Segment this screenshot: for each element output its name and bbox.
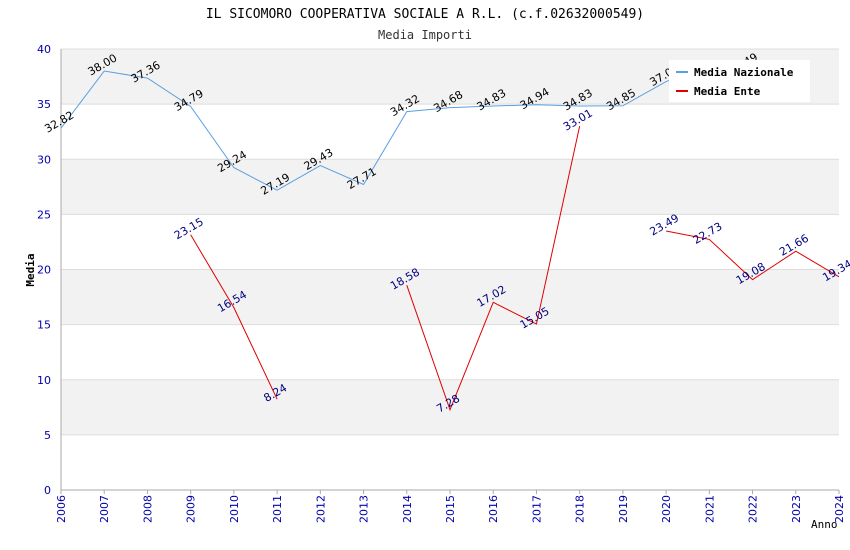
plot-band	[61, 434, 839, 490]
y-tick-label: 30	[37, 153, 51, 166]
x-tick-label: 2024	[833, 495, 846, 523]
y-tick-label: 25	[37, 208, 51, 221]
x-tick-label: 2019	[617, 495, 630, 523]
y-tick-label: 40	[37, 43, 51, 56]
x-tick-label: 2007	[98, 495, 111, 523]
y-axis-label: Media	[24, 253, 37, 286]
chart-subtitle: Media Importi	[378, 28, 472, 42]
y-tick-label: 15	[37, 319, 51, 332]
y-tick-label: 0	[44, 484, 51, 497]
legend-entry: Media Ente	[694, 85, 761, 98]
x-tick-label: 2009	[185, 495, 198, 523]
x-tick-label: 2013	[358, 495, 371, 523]
x-tick-label: 2014	[401, 495, 414, 523]
x-tick-label: 2021	[703, 495, 716, 523]
plot-band	[61, 214, 839, 270]
series-lines	[60, 65, 840, 412]
plot-band	[61, 379, 839, 435]
x-tick-label: 2010	[228, 495, 241, 523]
x-tick-label: 2008	[141, 495, 154, 523]
y-tick-label: 20	[37, 264, 51, 277]
plot-band	[61, 159, 839, 215]
x-tick-label: 2018	[574, 495, 587, 523]
plot-band	[61, 104, 839, 160]
series-line-1	[60, 65, 753, 191]
series-line-2	[666, 230, 840, 281]
x-tick-label: 2006	[55, 495, 68, 523]
x-tick-label: 2022	[747, 495, 760, 523]
x-tick-label: 2020	[660, 495, 673, 523]
legend-entry: Media Nazionale	[694, 66, 794, 79]
x-axis-label: Anno	[811, 518, 838, 531]
plot-bands	[61, 49, 839, 490]
plot-band	[61, 324, 839, 380]
x-tick-label: 2016	[487, 495, 500, 523]
legend-box	[669, 60, 810, 102]
series-line-2	[406, 125, 581, 412]
y-tick-label: 5	[44, 429, 51, 442]
x-tick-label: 2017	[530, 495, 543, 523]
legend: Media Nazionale Media Ente	[669, 60, 810, 102]
y-tick-label: 35	[37, 98, 51, 111]
y-tick-label: 10	[37, 374, 51, 387]
x-tick-label: 2015	[444, 495, 457, 523]
plot-band	[61, 269, 839, 325]
series-line-2	[190, 234, 278, 400]
x-tick-label: 2023	[790, 495, 803, 523]
chart-title: IL SICOMORO COOPERATIVA SOCIALE A R.L. (…	[206, 7, 644, 22]
x-ticks: 2006 2007 2008 2009 2010 2011 2012 2013 2014 2015…	[55, 490, 846, 523]
y-ticks: 0 5 10 15 20 25 30 35 40	[37, 43, 51, 497]
x-tick-label: 2012	[314, 495, 327, 523]
x-tick-label: 2011	[271, 495, 284, 523]
